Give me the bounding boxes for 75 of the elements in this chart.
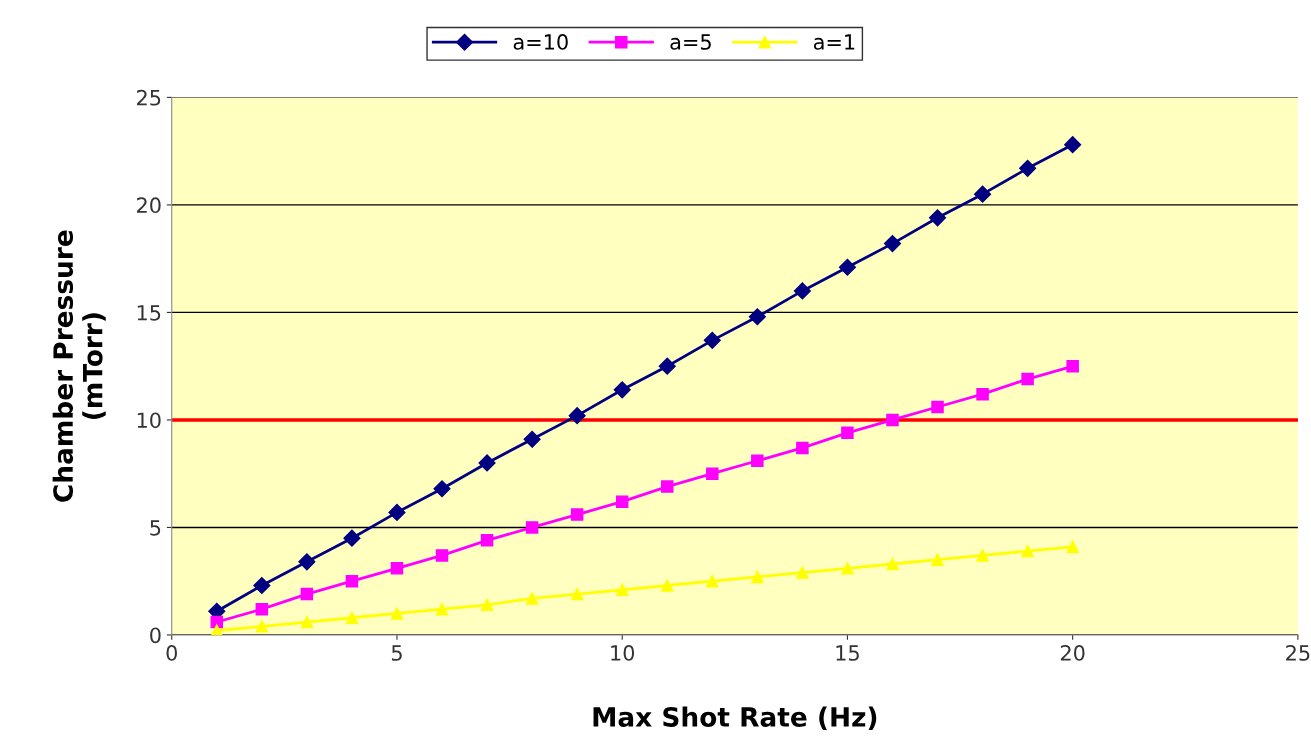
point [793,282,811,300]
point [255,602,269,616]
legend-label: a=1 [813,34,855,50]
x-tick-label: 25 [1286,645,1310,661]
point [1066,540,1079,554]
point [300,587,314,601]
point [838,258,856,276]
point [751,454,764,468]
point [976,549,989,562]
point [388,503,406,521]
point [345,574,359,588]
point [1021,544,1034,558]
legend-label: a=5 [670,34,711,50]
point [796,566,809,579]
point [976,387,989,401]
point [390,607,404,620]
point [883,235,902,253]
x-tick-label: 20 [1060,645,1085,661]
point [345,611,359,625]
point [433,480,451,498]
point [660,579,674,592]
point [210,624,224,635]
point [841,562,854,575]
point [748,308,766,326]
point [615,583,629,597]
point [523,430,541,448]
y-tick-label: 10 [137,412,161,429]
legend-label: a=10 [513,34,568,50]
point [1064,136,1082,154]
y-tick-label: 5 [150,520,161,536]
point [1021,372,1034,386]
point [796,441,809,455]
y-tick-label: 20 [137,197,161,214]
point [928,209,947,227]
point [435,602,449,616]
point [570,587,584,601]
y-tick-label: 25 [137,89,161,106]
point [706,467,719,480]
y-tick-label: 15 [137,305,161,321]
point [706,574,719,588]
x-tick-label: 15 [836,645,859,661]
y-axis-title: Chamber Pressure (mTorr) [52,230,106,502]
point [751,570,764,584]
point [525,521,539,534]
x-tick-label: 10 [611,645,635,661]
point [931,553,944,566]
point [613,381,631,399]
point [974,185,992,203]
point [886,413,899,427]
point [1066,359,1079,373]
point [931,400,944,414]
point [300,615,314,629]
point [435,549,449,562]
point [525,592,539,605]
x-tick-label: 5 [391,645,402,661]
point [253,576,271,595]
point [570,508,584,521]
x-axis-title: Max Shot Rate (Hz) [593,706,877,731]
point [390,562,404,575]
point [480,534,494,547]
point [298,553,316,571]
point [658,357,676,375]
point [703,331,721,349]
x-tick-label: 0 [166,645,177,661]
point [841,426,854,440]
point [1019,159,1037,177]
point [568,407,586,425]
point [343,529,361,547]
point [478,454,496,472]
point [660,480,674,493]
point [480,598,494,612]
point [615,495,629,508]
point [886,557,899,571]
y-tick-label: 0 [150,627,161,644]
point [255,620,269,633]
